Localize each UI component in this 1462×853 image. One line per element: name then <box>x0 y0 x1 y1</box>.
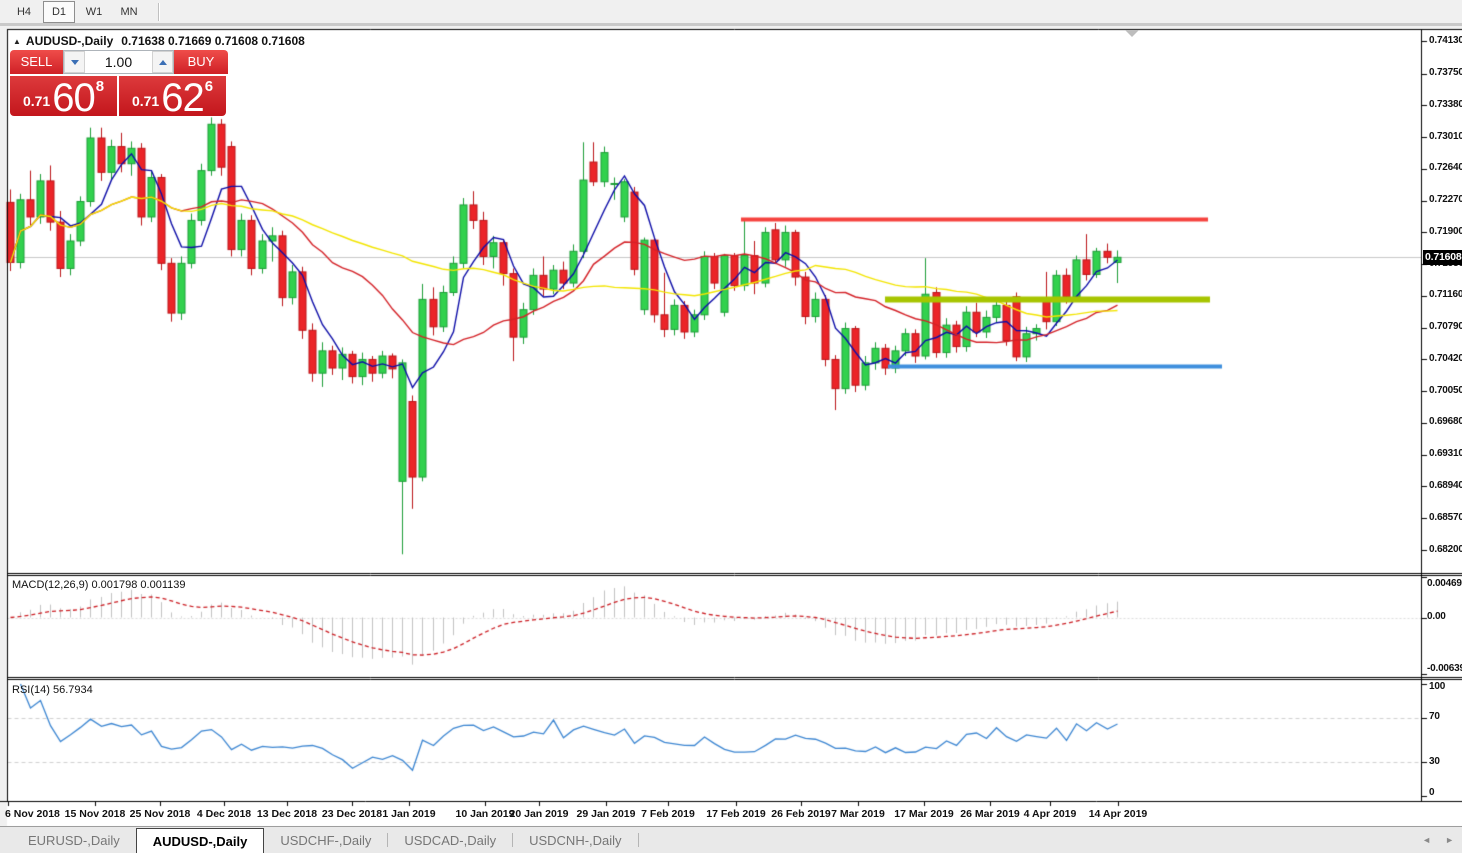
current-price-tag: 0.71608 <box>1423 250 1462 266</box>
sell-price-big: 60 <box>52 76 95 120</box>
toolbar-divider <box>158 2 160 21</box>
price-axis-label: 0.72640 <box>1429 162 1462 174</box>
date-axis-label: 10 Jan 2019 <box>455 808 515 820</box>
buy-price-big: 62 <box>161 76 204 120</box>
date-axis-label: 17 Mar 2019 <box>894 808 954 820</box>
timeframe-button-mn[interactable]: MN <box>120 5 138 18</box>
price-axis-label: 0.74130 <box>1429 34 1462 46</box>
volume-increase-button[interactable] <box>152 51 173 73</box>
date-axis-label: 7 Mar 2019 <box>831 808 885 820</box>
rsi-axis-label: 70 <box>1429 711 1440 722</box>
collapse-trade-panel-icon[interactable]: ▲ <box>13 37 21 46</box>
rsi-indicator-label: RSI(14) 56.7934 <box>12 684 93 696</box>
chart-legend: ▲ AUDUSD-,Daily 0.71638 0.71669 0.71608 0.… <box>13 34 305 48</box>
rsi-axis-label: 0 <box>1429 787 1435 798</box>
date-axis-label: 17 Feb 2019 <box>706 808 766 820</box>
tab-usdcnh[interactable]: USDCNH-,Daily <box>529 832 622 848</box>
price-axis-label: 0.72270 <box>1429 194 1462 206</box>
timeframe-button-w1[interactable]: W1 <box>85 5 103 18</box>
date-axis-label: 13 Dec 2018 <box>256 808 318 820</box>
tab-usdchf[interactable]: USDCHF-,Daily <box>280 832 372 848</box>
buy-price-prefix: 0.71 <box>131 93 160 109</box>
tab-eurusd[interactable]: EURUSD-,Daily <box>28 832 120 848</box>
macd-axis-label: 0.00 <box>1427 611 1446 622</box>
rsi-axis-label: 30 <box>1429 756 1440 767</box>
timeframe-button-h4[interactable]: H4 <box>16 5 32 18</box>
one-click-trading-panel: SELL 1.00 BUY 0.71 60 8 0.71 62 6 <box>10 50 228 120</box>
sell-button[interactable]: SELL <box>10 50 63 74</box>
price-axis-label: 0.70790 <box>1429 321 1462 333</box>
sell-price-sup: 8 <box>95 78 105 95</box>
volume-decrease-button[interactable] <box>64 51 85 73</box>
date-axis-label: 14 Apr 2019 <box>1088 808 1148 820</box>
timeframe-button-d1[interactable]: D1 <box>43 0 75 23</box>
tab-separator <box>387 833 389 847</box>
tab-usdcad[interactable]: USDCAD-,Daily <box>404 832 497 848</box>
date-axis-label: 20 Jan 2019 <box>509 808 569 820</box>
date-axis-label: 23 Dec 2018 <box>321 808 383 820</box>
trade-buttons-row: SELL 1.00 BUY <box>10 50 228 74</box>
date-axis-label: 6 Nov 2018 <box>5 808 60 820</box>
price-axis-label: 0.70050 <box>1429 384 1462 396</box>
buy-price-sup: 6 <box>204 78 214 95</box>
date-axis-label: 7 Feb 2019 <box>641 808 695 820</box>
date-axis-label: 1 Jan 2019 <box>382 808 436 820</box>
ohlc-values: 0.71638 0.71669 0.71608 0.71608 <box>121 34 305 48</box>
date-axis-label: 15 Nov 2018 <box>64 808 126 820</box>
date-axis-label: 25 Nov 2018 <box>129 808 191 820</box>
price-axis-label: 0.68570 <box>1429 511 1462 523</box>
triangle-down-icon <box>70 59 79 65</box>
volume-stepper: 1.00 <box>63 50 174 74</box>
timeframe-toolbar: H4 D1 W1 MN <box>0 0 1462 26</box>
volume-input[interactable]: 1.00 <box>104 54 133 70</box>
date-axis-label: 26 Mar 2019 <box>960 808 1020 820</box>
sell-price-prefix: 0.71 <box>22 93 51 109</box>
date-axis-label: 26 Feb 2019 <box>771 808 831 820</box>
price-axis-label: 0.73380 <box>1429 98 1462 110</box>
price-axis-label: 0.73750 <box>1429 67 1462 79</box>
tab-scroll-right-icon[interactable]: ► <box>1445 835 1454 845</box>
date-axis-label: 4 Apr 2019 <box>1023 808 1077 820</box>
tab-audusd[interactable]: AUDUSD-,Daily <box>135 828 265 853</box>
trade-prices-row: 0.71 60 8 0.71 62 6 <box>10 76 228 120</box>
date-axis-label: 4 Dec 2018 <box>196 808 252 820</box>
macd-axis-label: 0.004694 <box>1427 578 1462 589</box>
price-axis-label: 0.68200 <box>1429 543 1462 555</box>
price-axis-label: 0.73010 <box>1429 130 1462 142</box>
rsi-axis-label: 100 <box>1429 681 1446 692</box>
tab-separator <box>512 833 514 847</box>
symbol-period-label: AUDUSD-,Daily <box>25 34 114 48</box>
date-axis-label: 29 Jan 2019 <box>576 808 636 820</box>
scroll-to-end-icon[interactable] <box>1125 30 1139 37</box>
price-axis-label: 0.69680 <box>1429 416 1462 428</box>
sell-price-button[interactable]: 0.71 60 8 <box>10 76 117 120</box>
tab-separator <box>637 833 639 847</box>
chart-tabs-bar: EURUSD-,Daily AUDUSD-,Daily USDCHF-,Daily U… <box>0 826 1462 853</box>
price-axis-label: 0.71160 <box>1429 289 1462 301</box>
buy-price-button[interactable]: 0.71 62 6 <box>119 76 226 120</box>
price-axis-label: 0.70420 <box>1429 352 1462 364</box>
price-axis-label: 0.71900 <box>1429 225 1462 237</box>
macd-indicator-label: MACD(12,26,9) 0.001798 0.001139 <box>12 579 186 591</box>
buy-button[interactable]: BUY <box>174 50 228 74</box>
price-axis-label: 0.69310 <box>1429 448 1462 460</box>
tab-scroll-left-icon[interactable]: ◄ <box>1422 835 1432 845</box>
triangle-up-icon <box>158 59 167 65</box>
price-axis-label: 0.68940 <box>1429 479 1462 491</box>
macd-axis-label: -0.00639 <box>1427 663 1462 674</box>
